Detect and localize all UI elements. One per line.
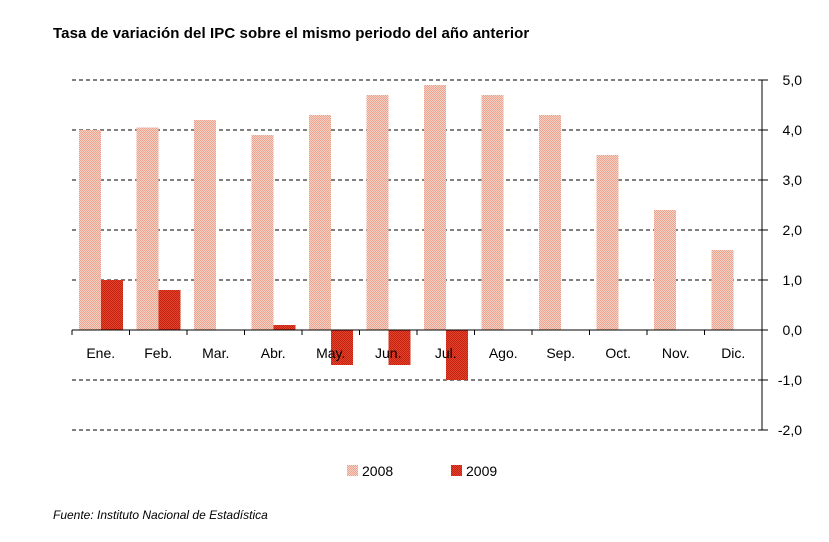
bar-2008-9 [596,155,619,330]
x-tick-label: Abr. [261,345,286,361]
x-tick-label: May. [316,345,345,361]
axis [71,80,763,430]
x-tick-label: Mar. [202,345,229,361]
x-tick-label: Ago. [489,345,518,361]
chart-title: Tasa de variación del IPC sobre el mismo… [53,25,530,42]
legend-swatch-2009 [451,465,462,476]
bar-2008-2 [194,120,216,330]
y-tick-label: 2,0 [783,222,803,238]
bar-2009-0 [101,280,123,330]
x-tick-labels: Ene. Feb. Mar. Abr. May. Jun. Jul. Ago. Sep. Oct.… [86,345,745,361]
bars [79,85,734,380]
legend: 2008 2009 [347,463,497,479]
bar-2008-3 [251,135,274,330]
legend-swatch-2008 [347,465,358,476]
bar-2008-11 [711,250,734,330]
bar-2008-0 [79,130,101,330]
y-tick-label: -1,0 [778,372,802,388]
source-note: Fuente: Instituto Nacional de Estadístic… [53,508,268,522]
x-tick-label: Ene. [86,345,115,361]
legend-label-2009: 2009 [466,463,497,479]
y-tick-label: 0,0 [783,322,803,338]
bar-2008-5 [366,95,389,330]
bar-2008-1 [136,127,159,330]
y-tick-label: 4,0 [783,122,803,138]
y-tick-label: -2,0 [778,422,802,438]
x-tick-label: Sep. [546,345,575,361]
x-tick-label: Oct. [605,345,631,361]
legend-label-2008: 2008 [362,463,393,479]
x-tick-label: Nov. [662,345,690,361]
x-tick-label: Jun. [375,345,401,361]
bar-2009-6 [446,330,468,380]
y-tick-label: 1,0 [783,272,803,288]
bar-2008-8 [539,115,561,330]
bar-2008-7 [481,95,504,330]
x-tick-label: Jul. [435,345,457,361]
bar-2008-10 [654,210,676,330]
gridlines [72,79,768,431]
bar-2009-5 [388,330,411,365]
bar-2009-1 [158,290,181,330]
x-tick-label: Feb. [144,345,172,361]
bar-2009-3 [273,325,296,330]
bar-2009-4 [331,330,353,365]
bar-2008-6 [424,85,446,330]
x-tick-label: Dic. [721,345,745,361]
y-tick-label: 3,0 [783,172,803,188]
bar-2008-4 [309,115,331,330]
y-tick-label: 5,0 [783,72,803,88]
y-tick-labels: 5,0 4,0 3,0 2,0 1,0 0,0 -1,0 -2,0 [778,72,802,438]
